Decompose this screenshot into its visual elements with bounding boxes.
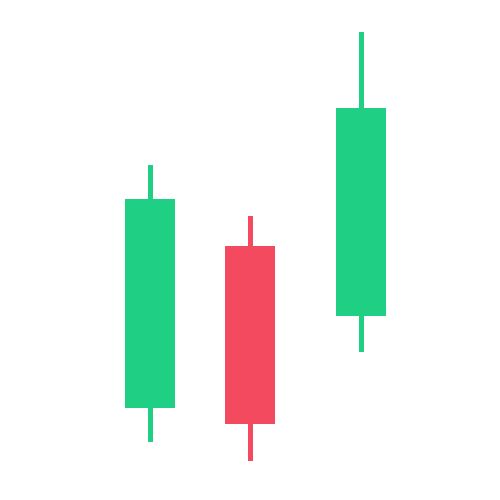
candlestick-chart (0, 0, 500, 500)
candle-2-body (225, 246, 275, 424)
candle-3-body (336, 108, 386, 316)
candle-1-body (125, 199, 175, 408)
